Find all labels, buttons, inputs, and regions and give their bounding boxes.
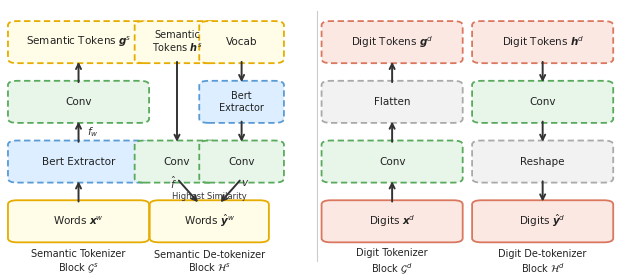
FancyBboxPatch shape (8, 140, 149, 183)
FancyBboxPatch shape (199, 81, 284, 123)
FancyBboxPatch shape (199, 21, 284, 63)
Text: Conv: Conv (228, 157, 255, 166)
FancyBboxPatch shape (472, 21, 613, 63)
FancyBboxPatch shape (8, 200, 149, 242)
FancyBboxPatch shape (8, 21, 149, 63)
Text: Flatten: Flatten (374, 97, 410, 107)
FancyBboxPatch shape (150, 200, 269, 242)
FancyBboxPatch shape (134, 140, 220, 183)
FancyBboxPatch shape (321, 200, 463, 242)
Text: Digit Tokens $\boldsymbol{h}^d$: Digit Tokens $\boldsymbol{h}^d$ (502, 34, 584, 50)
Text: Semantic Tokenizer
Block $\mathcal{G}^s$: Semantic Tokenizer Block $\mathcal{G}^s$ (31, 249, 125, 275)
Text: Bert
Extractor: Bert Extractor (219, 91, 264, 113)
FancyBboxPatch shape (472, 140, 613, 183)
Text: Conv: Conv (379, 157, 405, 166)
Text: $f_w$: $f_w$ (86, 125, 99, 138)
FancyBboxPatch shape (199, 140, 284, 183)
FancyBboxPatch shape (321, 140, 463, 183)
Text: Digit Tokens $\boldsymbol{g}^d$: Digit Tokens $\boldsymbol{g}^d$ (351, 34, 433, 50)
Text: Vocab: Vocab (226, 37, 257, 47)
FancyBboxPatch shape (8, 81, 149, 123)
Text: Conv: Conv (164, 157, 190, 166)
Text: $\hat{f}$: $\hat{f}$ (170, 175, 177, 191)
Text: Digits $\hat{\boldsymbol{y}}^d$: Digits $\hat{\boldsymbol{y}}^d$ (519, 213, 566, 229)
FancyBboxPatch shape (321, 81, 463, 123)
FancyBboxPatch shape (321, 21, 463, 63)
Text: Digit De-tokenizer
Block $\mathcal{H}^d$: Digit De-tokenizer Block $\mathcal{H}^d$ (499, 249, 587, 275)
Text: Highest Similarity: Highest Similarity (172, 192, 246, 201)
Text: Bert Extractor: Bert Extractor (42, 157, 115, 166)
Text: Conv: Conv (65, 97, 92, 107)
Text: Conv: Conv (529, 97, 556, 107)
FancyBboxPatch shape (134, 21, 220, 63)
Text: Digits $\boldsymbol{x}^d$: Digits $\boldsymbol{x}^d$ (369, 213, 415, 229)
Text: Semantic De-tokenizer
Block $\mathcal{H}^s$: Semantic De-tokenizer Block $\mathcal{H}… (154, 250, 265, 274)
Text: $v$: $v$ (241, 178, 250, 188)
Text: Semantic Tokens $\boldsymbol{g}^s$: Semantic Tokens $\boldsymbol{g}^s$ (26, 35, 131, 49)
Text: Words $\hat{\boldsymbol{y}}^w$: Words $\hat{\boldsymbol{y}}^w$ (184, 213, 235, 229)
Text: Digit Tokenizer
Block $\mathcal{G}^d$: Digit Tokenizer Block $\mathcal{G}^d$ (356, 248, 428, 276)
FancyBboxPatch shape (472, 81, 613, 123)
FancyBboxPatch shape (472, 200, 613, 242)
Text: Reshape: Reshape (520, 157, 565, 166)
Text: Semantic
Tokens $\boldsymbol{h}^s$: Semantic Tokens $\boldsymbol{h}^s$ (152, 30, 202, 54)
Text: Words $\boldsymbol{x}^w$: Words $\boldsymbol{x}^w$ (53, 215, 104, 227)
